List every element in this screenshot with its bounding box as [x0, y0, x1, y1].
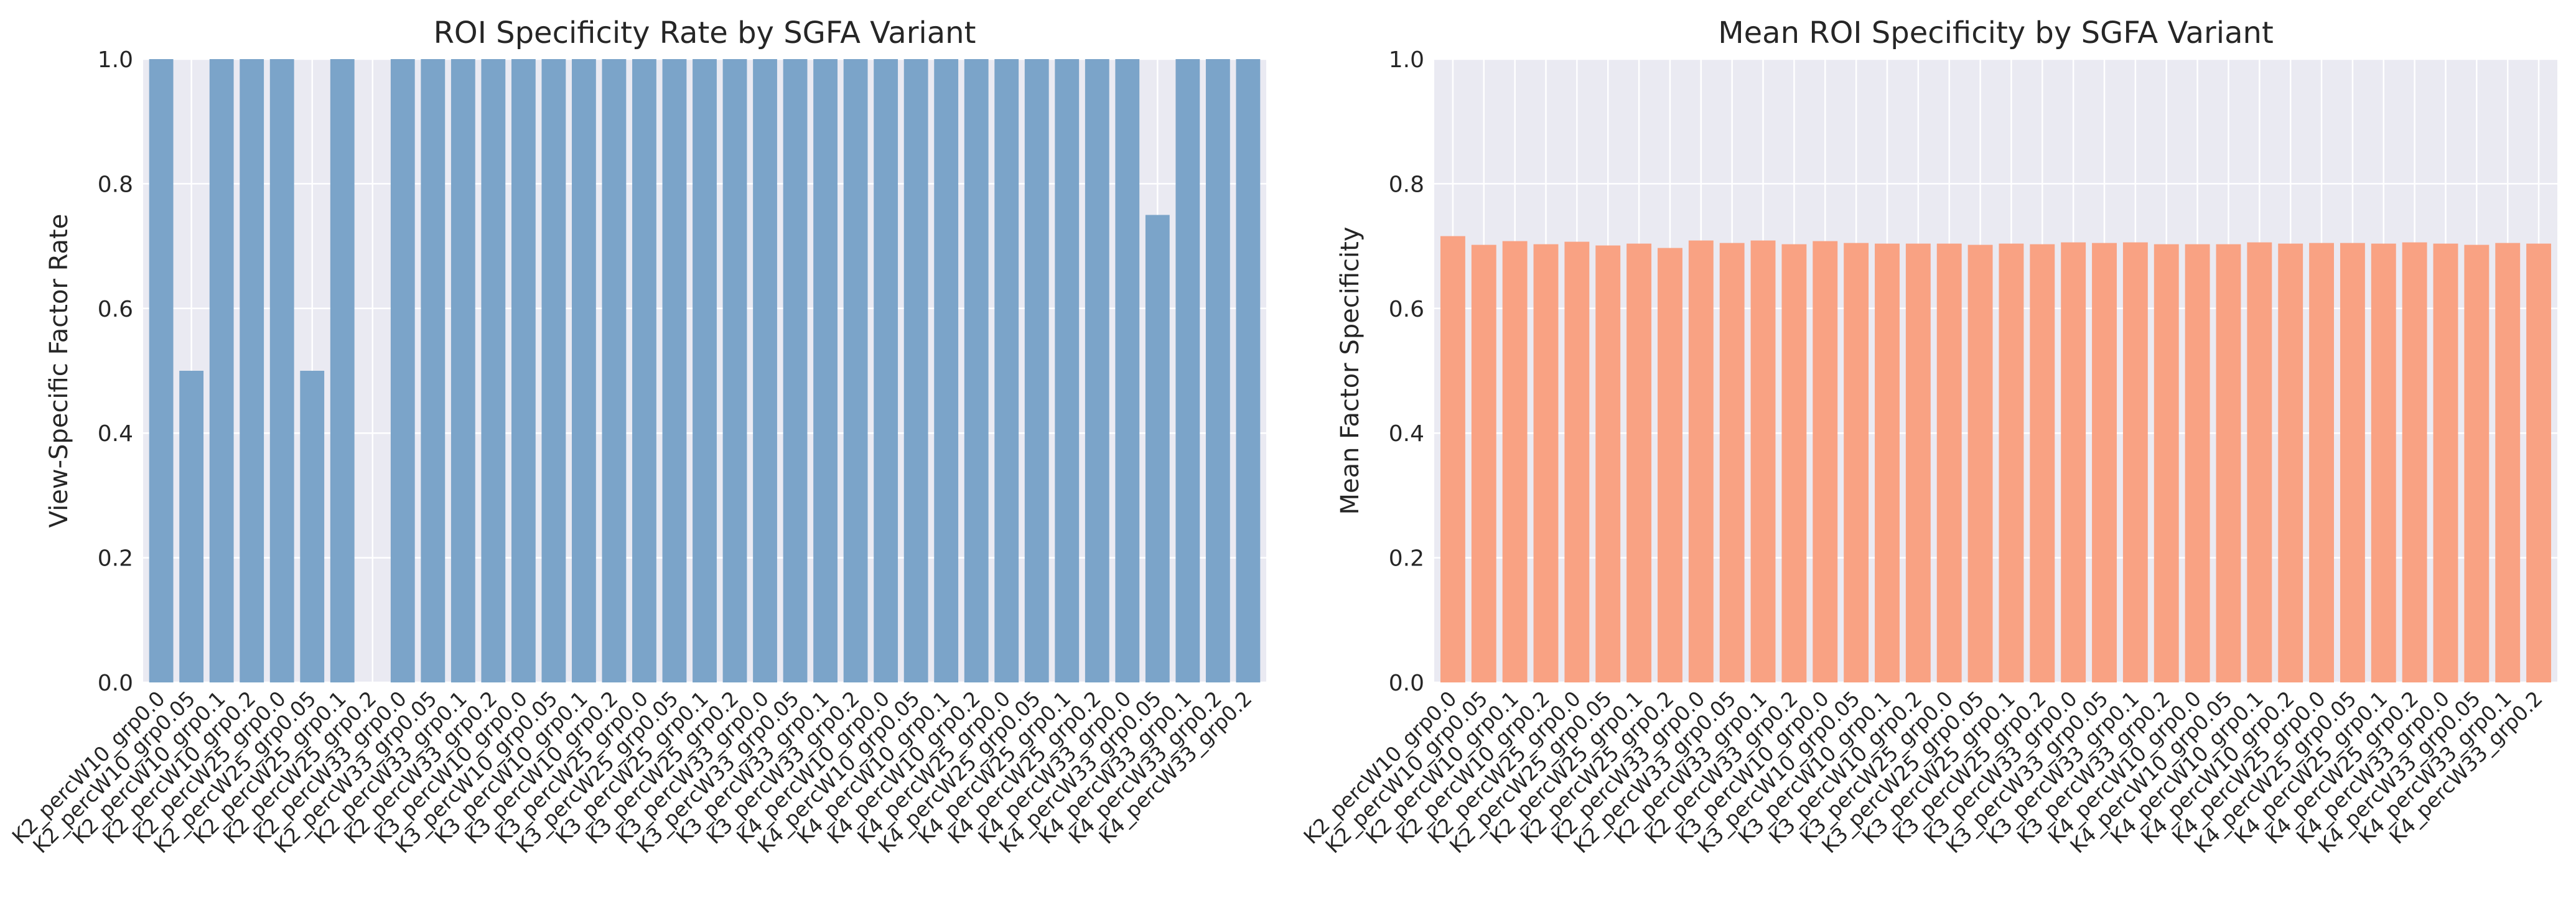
right-y-tick-label: 0.4: [1389, 421, 1424, 447]
left-bar: [994, 59, 1019, 682]
left-bar: [1115, 59, 1140, 682]
right-bar: [2122, 242, 2148, 682]
right-bar: [1564, 241, 1590, 682]
right-bar: [2030, 244, 2055, 682]
right-bar: [1813, 241, 1838, 683]
right-plot-area: [1434, 59, 2557, 682]
right-bar: [2061, 242, 2086, 682]
left-bar: [783, 59, 808, 682]
left-bar: [300, 371, 325, 682]
right-y-tick-label: 0.8: [1389, 172, 1424, 197]
left-y-tick-label: 0.2: [98, 546, 133, 572]
left-chart-title: ROI Specificity Rate by SGFA Variant: [434, 16, 976, 50]
left-bar: [390, 59, 415, 682]
left-bar: [209, 59, 234, 682]
left-bar: [1085, 59, 1109, 682]
left-y-axis-label: View-Specific Factor Rate: [45, 214, 73, 528]
right-bar: [2092, 243, 2117, 683]
left-bar: [1236, 59, 1261, 682]
left-bar: [662, 59, 687, 682]
left-bar: [632, 59, 656, 682]
left-bar: [1024, 59, 1049, 682]
left-bar: [602, 59, 627, 682]
right-bar: [2371, 243, 2396, 682]
left-bar: [934, 59, 959, 682]
left-y-tick-label: 1.0: [98, 47, 133, 73]
right-bar: [1533, 244, 1559, 682]
right-y-tick-label: 1.0: [1389, 47, 1424, 73]
left-chart-panel: 0.0 0.2 0.4 0.6 0.8 1.0 K2_percW10_grp0.0K2_p…: [7, 16, 1266, 858]
right-bar: [2340, 243, 2365, 683]
left-bar: [1055, 59, 1080, 682]
left-y-tick-labels: 0.0 0.2 0.4 0.6 0.8 1.0: [98, 47, 133, 696]
right-bar: [2309, 243, 2334, 683]
right-bar: [1967, 244, 1993, 682]
left-bar: [240, 59, 264, 682]
right-bar: [1595, 245, 1621, 682]
right-bar: [2185, 244, 2210, 682]
left-y-tick-label: 0.6: [98, 297, 133, 322]
left-bar: [481, 59, 506, 682]
left-x-tick-labels: K2_percW10_grp0.0K2_percW10_grp0.05K2_pe…: [7, 686, 1257, 858]
right-bar: [1440, 236, 1465, 682]
right-bar: [1905, 243, 1931, 682]
left-bar: [541, 59, 566, 682]
right-bars: [1440, 236, 2552, 683]
left-bar: [330, 59, 355, 682]
left-bar: [450, 59, 475, 682]
right-bar: [2247, 242, 2272, 682]
right-bar: [1750, 240, 1776, 682]
right-x-tick-labels: K2_percW10_grp0.0K2_percW10_grp0.05K2_pe…: [1299, 686, 2547, 858]
left-y-tick-label: 0.0: [98, 671, 133, 696]
left-bar: [813, 59, 838, 682]
right-bar: [1936, 243, 1962, 682]
right-y-axis-label: Mean Factor Specificity: [1336, 226, 1365, 514]
right-bar: [1781, 244, 1807, 682]
right-bar: [2216, 244, 2241, 682]
right-bar: [2402, 242, 2427, 682]
left-bars: [149, 59, 1261, 682]
left-bar: [1175, 59, 1200, 682]
right-bar: [1999, 243, 2024, 682]
left-bar: [149, 59, 174, 682]
right-y-tick-label: 0.2: [1389, 546, 1424, 572]
left-bar: [903, 59, 928, 682]
left-bar: [874, 59, 898, 682]
left-bar: [179, 371, 204, 682]
left-bar: [843, 59, 868, 682]
left-bar: [693, 59, 717, 682]
left-bar: [421, 59, 446, 682]
left-y-tick-label: 0.8: [98, 172, 133, 197]
right-bar: [2433, 243, 2458, 682]
right-bar: [2495, 243, 2521, 683]
right-bar: [2526, 243, 2552, 682]
right-bar: [1471, 244, 1496, 682]
right-chart-title: Mean ROI Specificity by SGFA Variant: [1718, 16, 2274, 50]
right-bar: [1844, 243, 1869, 683]
right-bar: [2154, 244, 2179, 682]
left-bar: [269, 59, 294, 682]
left-bar: [1205, 59, 1230, 682]
left-y-tick-label: 0.4: [98, 421, 133, 447]
left-bar: [753, 59, 777, 682]
left-bar: [964, 59, 989, 682]
right-bar: [1719, 243, 1745, 683]
right-bar: [1688, 240, 1714, 682]
right-bar: [1658, 248, 1682, 683]
right-y-tick-label: 0.6: [1389, 297, 1424, 322]
right-bar: [1502, 241, 1528, 683]
left-bar: [511, 59, 536, 682]
right-bar: [1875, 243, 1900, 682]
left-bar: [572, 59, 596, 682]
right-y-tick-labels: 0.0 0.2 0.4 0.6 0.8 1.0: [1389, 47, 1424, 696]
right-bar: [1626, 243, 1652, 682]
left-bar: [722, 59, 747, 682]
left-bar: [1145, 215, 1170, 682]
right-bar: [2278, 243, 2303, 682]
right-chart-panel: 0.0 0.2 0.4 0.6 0.8 1.0 K2_percW10_grp0.0K2_p…: [1299, 16, 2557, 858]
right-bar: [2464, 244, 2490, 682]
right-y-tick-label: 0.0: [1389, 671, 1424, 696]
